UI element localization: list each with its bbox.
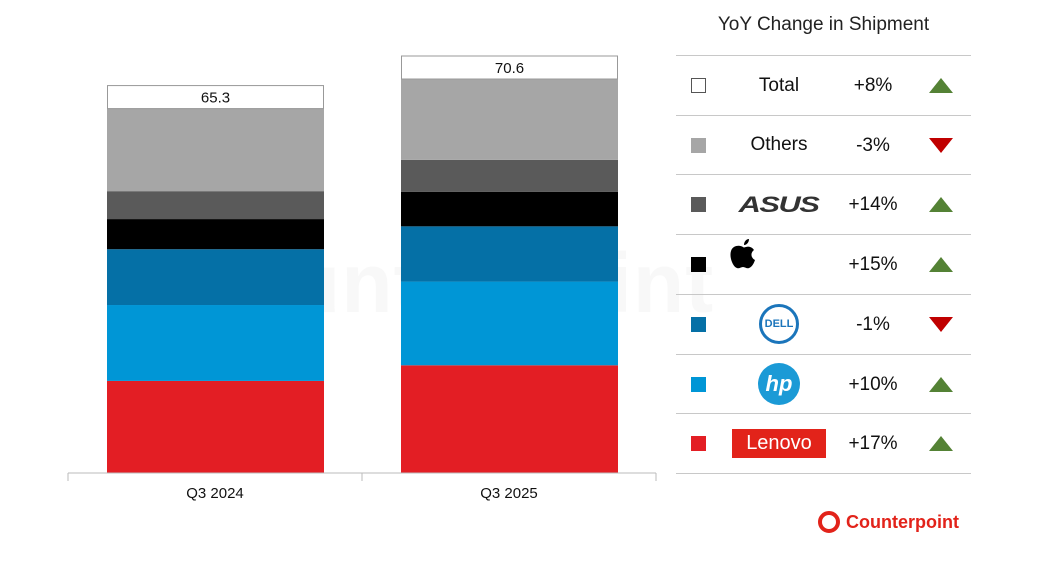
legend-row-total: Total +8%: [676, 55, 971, 115]
yoy-change: -3%: [856, 134, 890, 156]
bar-segment-lenovo: [107, 380, 324, 473]
apple-logo: [730, 239, 755, 269]
bar-segment-asus: [401, 159, 618, 192]
legend-label: ASUS: [726, 175, 832, 234]
legend-swatch: [691, 78, 706, 93]
triangle-up-icon: [929, 78, 953, 93]
bar-segment-apple: [107, 219, 324, 250]
x-tick-label: Q3 2025: [480, 485, 538, 502]
yoy-change: -1%: [856, 313, 890, 335]
legend-label: DELL: [726, 295, 832, 354]
triangle-down-icon: [929, 137, 953, 153]
legend-label: hp: [726, 355, 832, 414]
bar-segment-lenovo: [401, 365, 618, 473]
legend-row-dell: DELL -1%: [676, 293, 971, 354]
total-label-box: [107, 85, 324, 110]
legend-label: [726, 235, 832, 294]
bar-segment-hp: [401, 281, 618, 366]
counterpoint-icon: [818, 511, 840, 533]
legend-swatch: [691, 436, 706, 452]
triangle-up-icon: [929, 436, 953, 452]
total-data-label: 70.6: [495, 60, 524, 77]
triangle-up-icon: [929, 376, 953, 392]
legend-row-apple: +15%: [676, 234, 971, 294]
total-data-label: 65.3: [201, 90, 230, 107]
legend-label: Total: [726, 56, 832, 115]
stacked-bar-chart: 65.3 70.6: [67, 55, 657, 481]
dell-logo: DELL: [759, 304, 799, 345]
yoy-change: +14%: [848, 194, 898, 216]
bar-segment-dell: [107, 249, 324, 306]
total-label-box: [401, 55, 618, 80]
label: Total: [758, 74, 800, 96]
yoy-change: +15%: [848, 254, 898, 276]
bar-segment-dell: [401, 226, 618, 282]
triangle-up-icon: [929, 257, 953, 273]
legend-row-asus: ASUS +14%: [676, 174, 971, 234]
yoy-change: +17%: [848, 433, 898, 455]
legend-row-hp: hp +10%: [676, 353, 971, 414]
bar-segment-others: [107, 108, 324, 192]
legend-row-others: Others -3%: [676, 114, 971, 175]
table-title: YoY Change in Shipment: [717, 14, 930, 35]
bar-segment-asus: [107, 191, 324, 220]
label: Others: [750, 134, 808, 156]
bar-segment-apple: [401, 191, 618, 227]
triangle-up-icon: [929, 197, 953, 213]
hp-logo: hp: [758, 363, 800, 405]
asus-logo: ASUS: [739, 191, 820, 217]
legend-label: Others: [726, 116, 832, 175]
counterpoint-logo: Counterpoint: [818, 511, 959, 533]
legend-swatch: [691, 137, 706, 153]
legend-row-lenovo: Lenovo +17%: [676, 413, 971, 475]
legend-swatch: [691, 197, 706, 213]
yoy-change: +10%: [848, 373, 898, 395]
legend-swatch: [691, 376, 706, 392]
yoy-change: +8%: [853, 75, 893, 96]
legend-swatch: [691, 257, 706, 273]
x-tick-label: Q3 2024: [186, 485, 244, 502]
legend-swatch: [691, 316, 706, 332]
triangle-down-icon: [929, 316, 953, 332]
legend-label: Lenovo: [726, 414, 832, 473]
bar-segment-hp: [107, 305, 324, 381]
lenovo-logo: Lenovo: [732, 429, 826, 459]
bar-segment-others: [401, 79, 618, 160]
